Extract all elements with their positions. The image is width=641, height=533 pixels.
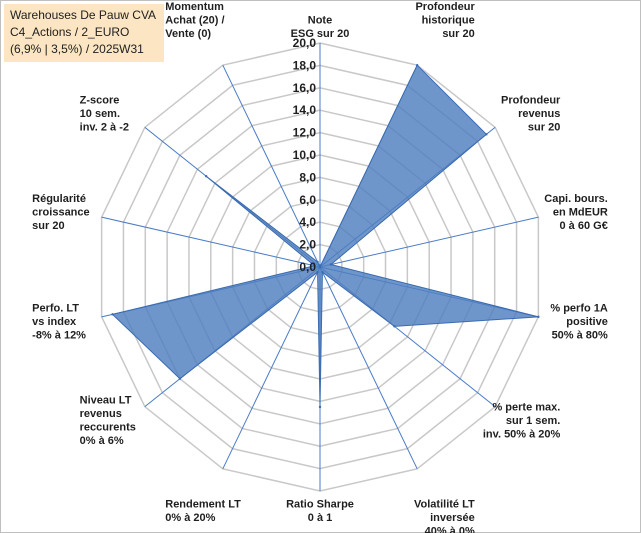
tick-label-5: 10,0 bbox=[293, 148, 317, 162]
tick-label-0: 0,0 bbox=[299, 260, 316, 274]
data-point-8 bbox=[316, 270, 319, 274]
axis-label-line: 0 à 1 bbox=[308, 512, 332, 524]
data-point-7 bbox=[318, 405, 322, 409]
axis-label-line: Capi. bours. bbox=[544, 193, 608, 205]
data-point-9 bbox=[178, 377, 182, 380]
axis-label-line: 50% à 80% bbox=[552, 330, 608, 342]
data-point-2 bbox=[485, 133, 488, 136]
axis-label-line: inv. 2 à -2 bbox=[80, 121, 129, 133]
axis-label-line: % perfo 1A bbox=[550, 303, 608, 315]
axis-label-1: Profondeur historique sur 20 bbox=[415, 1, 475, 40]
spoke-8 bbox=[222, 266, 321, 470]
axis-label-line: en MdEUR bbox=[553, 207, 608, 219]
axis-label-4: % perfo 1A positive 50% à 80% bbox=[550, 303, 608, 342]
axis-label-11: Régularité croissance sur 20 bbox=[32, 193, 89, 232]
spoke-3 bbox=[319, 216, 539, 268]
axis-label-line: 0 à 60 G€ bbox=[560, 220, 608, 232]
axis-label-7: Ratio Sharpe 0 à 1 bbox=[286, 499, 354, 525]
data-point-11 bbox=[313, 264, 316, 267]
tick-label-2: 4,0 bbox=[299, 215, 316, 229]
axis-label-line: Momentum bbox=[165, 1, 224, 13]
data-point-6 bbox=[321, 270, 324, 274]
axis-label-line: sur 20 bbox=[528, 121, 560, 133]
axis-label-line: revenus bbox=[518, 108, 560, 120]
tick-label-7: 14,0 bbox=[293, 103, 317, 117]
spoke-11 bbox=[101, 216, 321, 268]
axis-label-line: 10 sem. bbox=[80, 108, 120, 120]
data-point-12 bbox=[204, 175, 208, 178]
data-point-4 bbox=[537, 315, 540, 319]
data-point-3 bbox=[329, 263, 333, 266]
axis-label-line: sur 20 bbox=[442, 28, 474, 40]
chart-title-box: Warehouses De Pauw CVA C4_Actions / 2_EU… bbox=[4, 4, 164, 62]
tick-label-10: 20,0 bbox=[293, 36, 317, 50]
axis-label-line: Ratio Sharpe bbox=[286, 499, 354, 511]
axis-label-line: Z-score bbox=[80, 94, 120, 106]
chart-title-line-1: Warehouses De Pauw CVA bbox=[10, 8, 157, 22]
axis-label-line: Rendement LT bbox=[165, 499, 241, 511]
data-point-5 bbox=[393, 325, 396, 328]
axis-label-9: Niveau LT revenus reccurents 0% à 6% bbox=[80, 395, 136, 448]
radar-series bbox=[111, 63, 540, 409]
axis-label-10: Perfo. LT vs index -8% à 12% bbox=[32, 303, 86, 342]
axis-label-line: Profondeur bbox=[501, 94, 561, 106]
axis-label-line: Perfo. LT bbox=[32, 303, 79, 315]
data-point-13 bbox=[316, 260, 319, 264]
radar-tick-labels: 0,0 2,0 4,0 6,0 8,0 10,0 12,0 14,0 16,0 18,0 20,0 bbox=[293, 36, 317, 274]
axis-label-line: 40% à 0% bbox=[425, 526, 475, 533]
axis-label-6: Volatilité LT inversée 40% à 0% bbox=[414, 499, 475, 533]
axis-label-line: -8% à 12% bbox=[32, 330, 86, 342]
axis-label-line: croissance bbox=[32, 207, 89, 219]
axis-label-line: Volatilité LT bbox=[414, 499, 475, 511]
axis-label-2: Profondeur revenus sur 20 bbox=[501, 94, 561, 133]
tick-label-9: 18,0 bbox=[293, 58, 317, 72]
tick-label-8: 16,0 bbox=[293, 81, 317, 95]
spoke-13 bbox=[222, 64, 321, 268]
axis-label-line: ESG sur 20 bbox=[291, 28, 350, 40]
data-point-10 bbox=[111, 313, 114, 316]
axis-label-line: revenus bbox=[80, 408, 122, 420]
axis-label-line: Achat (20) / bbox=[165, 15, 224, 27]
data-point-1 bbox=[415, 63, 419, 67]
axis-label-line: inv. 50% à 20% bbox=[483, 428, 561, 440]
tick-label-6: 12,0 bbox=[293, 126, 317, 140]
chart-title-line-2: C4_Actions / 2_EURO bbox=[10, 25, 130, 39]
tick-label-4: 8,0 bbox=[299, 170, 316, 184]
chart-title-line-3: (6,9% | 3,5%) / 2025W31 bbox=[10, 42, 144, 56]
tick-label-1: 2,0 bbox=[299, 238, 316, 252]
axis-label-3: Capi. bours. en MdEUR 0 à 60 G€ bbox=[544, 193, 608, 232]
axis-label-line: vs index bbox=[32, 316, 77, 328]
spoke-6 bbox=[319, 266, 418, 470]
axis-label-line: reccurents bbox=[80, 422, 136, 434]
axis-label-line: Note bbox=[308, 15, 332, 27]
axis-label-line: Vente (0) bbox=[165, 28, 211, 40]
axis-label-line: 0% à 6% bbox=[80, 435, 124, 447]
axis-label-line: Niveau LT bbox=[80, 395, 132, 407]
axis-label-line: Régularité bbox=[32, 193, 86, 205]
axis-label-0: Note ESG sur 20 bbox=[291, 15, 350, 41]
axis-label-8: Rendement LT 0% à 20% bbox=[165, 499, 241, 525]
axis-label-line: inversée bbox=[430, 512, 475, 524]
axis-label-line: historique bbox=[422, 15, 475, 27]
axis-label-line: positive bbox=[566, 316, 608, 328]
axis-label-line: sur 1 sem. bbox=[506, 415, 560, 427]
axis-label-13: Momentum Achat (20) / Vente (0) bbox=[165, 1, 224, 40]
axis-label-line: sur 20 bbox=[32, 220, 64, 232]
data-point-0 bbox=[318, 265, 322, 269]
tick-label-3: 6,0 bbox=[299, 193, 316, 207]
axis-label-12: Z-score 10 sem. inv. 2 à -2 bbox=[80, 94, 129, 133]
axis-label-line: 0% à 20% bbox=[165, 512, 215, 524]
axis-label-5: % perte max. sur 1 sem. inv. 50% à 20% bbox=[483, 401, 561, 440]
axis-label-line: Profondeur bbox=[415, 1, 475, 13]
axis-label-line: % perte max. bbox=[492, 401, 560, 413]
